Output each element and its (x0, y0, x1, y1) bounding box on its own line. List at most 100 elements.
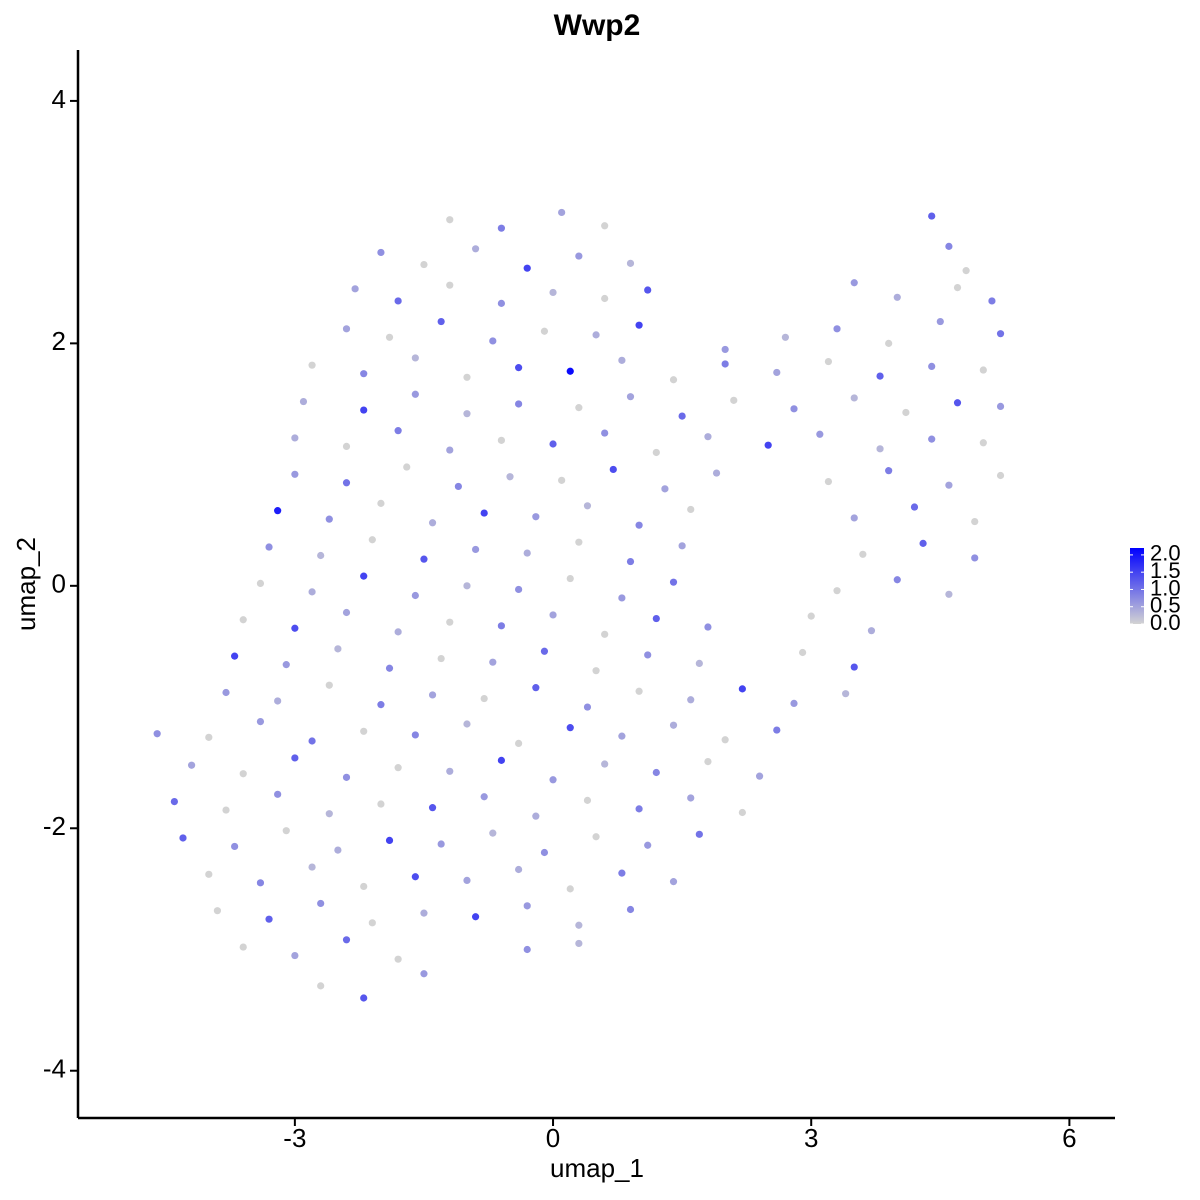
point (394, 764, 402, 772)
point (437, 840, 445, 848)
point (549, 611, 557, 619)
point (239, 616, 247, 624)
point (893, 576, 901, 584)
point (360, 882, 368, 891)
point (764, 441, 772, 449)
point (953, 399, 962, 407)
point (360, 994, 368, 1002)
point (601, 630, 609, 638)
point (704, 757, 712, 766)
point (463, 410, 471, 418)
point (721, 345, 729, 354)
point (669, 376, 678, 384)
point (394, 955, 402, 963)
point (282, 661, 290, 669)
point (816, 430, 824, 438)
point (979, 439, 987, 447)
point (721, 360, 729, 368)
point (213, 907, 222, 915)
point (170, 798, 178, 806)
point (549, 288, 557, 297)
point (842, 690, 850, 698)
point (652, 614, 660, 623)
point (342, 608, 351, 617)
point (799, 648, 807, 657)
point (222, 688, 230, 697)
point (377, 800, 385, 808)
point (385, 664, 394, 672)
point (833, 587, 841, 595)
point (205, 733, 213, 741)
point (618, 356, 626, 364)
point (669, 721, 678, 729)
point (773, 726, 781, 734)
point (291, 470, 299, 478)
point (549, 440, 557, 448)
y-axis-label: umap_2 (11, 537, 41, 631)
point (506, 473, 514, 481)
point (308, 588, 316, 596)
point (592, 833, 600, 841)
point (755, 772, 764, 780)
point (601, 294, 609, 303)
point (377, 701, 385, 709)
point (239, 943, 247, 951)
point (695, 830, 703, 838)
point (446, 618, 454, 626)
point (385, 333, 394, 341)
point (601, 222, 609, 230)
x-tick-label: 0 (546, 1123, 560, 1153)
point (979, 366, 987, 374)
point (360, 406, 368, 414)
point (351, 285, 359, 293)
y-tick-label: -4 (43, 1054, 66, 1084)
point (644, 841, 652, 849)
point (325, 515, 333, 523)
colorbar (1130, 548, 1144, 624)
point (411, 390, 419, 398)
point (678, 542, 686, 550)
point (601, 760, 609, 768)
point (463, 876, 471, 884)
point (928, 362, 936, 370)
point (945, 481, 953, 489)
point (515, 364, 523, 372)
point (532, 684, 540, 692)
point (446, 767, 454, 775)
point (850, 514, 858, 522)
y-tick-label: 4 (52, 84, 66, 114)
point (282, 827, 290, 835)
point (446, 281, 454, 289)
point (274, 507, 282, 515)
point (609, 465, 617, 474)
point (471, 545, 480, 554)
point (222, 806, 230, 814)
point (231, 842, 239, 851)
point (394, 628, 402, 636)
point (274, 790, 282, 798)
point (497, 224, 506, 232)
point (532, 513, 540, 521)
point (893, 293, 901, 301)
point (824, 357, 833, 366)
point (360, 370, 368, 378)
point (403, 463, 411, 471)
point (652, 448, 660, 457)
point (583, 703, 592, 711)
point (928, 435, 936, 443)
point (420, 555, 428, 563)
point (377, 248, 385, 257)
point (566, 367, 574, 375)
x-tick-label: 3 (804, 1123, 818, 1153)
point (523, 264, 531, 272)
point (420, 970, 428, 978)
point (626, 259, 635, 267)
point (325, 681, 333, 689)
point (635, 521, 643, 529)
point (867, 627, 876, 635)
colorbar-label: 2.0 (1150, 541, 1181, 566)
point (558, 476, 566, 484)
colorbar-label: 1.0 (1150, 575, 1181, 600)
point (669, 878, 678, 886)
point (489, 829, 497, 837)
